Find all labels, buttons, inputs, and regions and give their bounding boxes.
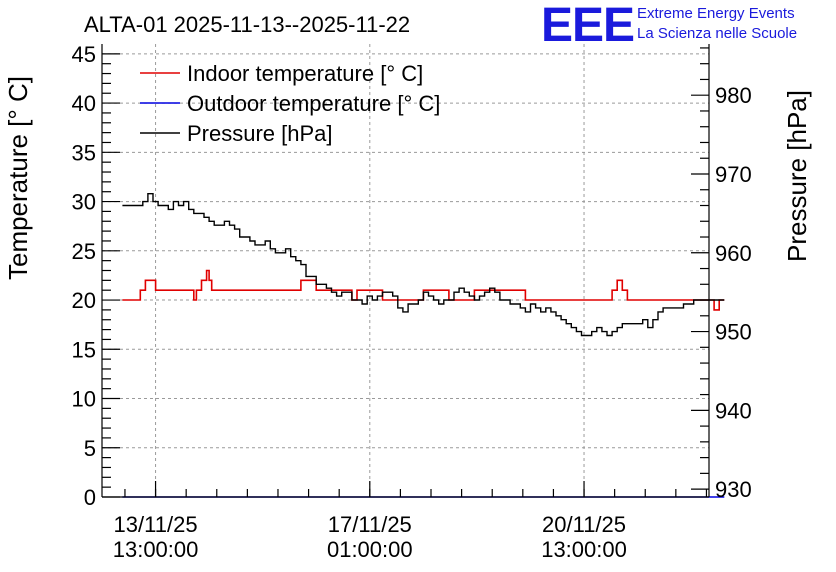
left-tick-label: 30 — [72, 190, 96, 215]
legend: Indoor temperature [° C] Outdoor temperat… — [140, 61, 440, 146]
right-tick-label: 980 — [715, 83, 752, 108]
left-tick-label: 45 — [72, 42, 96, 67]
chart-title: ALTA-01 2025-11-13--2025-11-22 — [84, 12, 410, 37]
series-layer — [122, 193, 725, 498]
right-tick-label: 970 — [715, 162, 752, 187]
left-tick-label: 25 — [72, 239, 96, 264]
left-tick-label: 5 — [84, 436, 96, 461]
left-tick-label: 15 — [72, 337, 96, 362]
left-tick-label: 35 — [72, 140, 96, 165]
left-tick-label: 20 — [72, 288, 96, 313]
x-tick-date: 20/11/25 — [542, 512, 626, 537]
right-tick-label: 950 — [715, 320, 752, 345]
x-tick-time: 13:00:00 — [541, 537, 627, 562]
left-tick-label: 40 — [72, 91, 96, 116]
x-tick-time: 13:00:00 — [113, 537, 199, 562]
eee-logo-letters: EEE — [541, 0, 634, 52]
axes: 0 5 10 15 20 25 30 35 40 45 930 940 950 960 970 980 13/1… — [72, 42, 752, 562]
legend-label: Pressure [hPa] — [187, 121, 333, 146]
right-tick-label: 930 — [715, 477, 752, 502]
right-tick-label: 940 — [715, 398, 752, 423]
series-line-pressure-hpa — [122, 193, 725, 337]
legend-label: Indoor temperature [° C] — [187, 61, 423, 86]
left-tick-label: 0 — [84, 485, 96, 510]
eee-logo-line2: La Scienza nelle Scuole — [637, 25, 797, 42]
x-tick-time: 01:00:00 — [327, 537, 413, 562]
x-tick-date: 13/11/25 — [114, 512, 198, 537]
series-line-indoor-temperature-c — [122, 269, 725, 311]
left-axis-title: Temperature [° C] — [3, 76, 33, 280]
eee-logo-line1: Extreme Energy Events — [637, 5, 795, 22]
eee-logo: EEE Extreme Energy Events La Scienza nel… — [541, 0, 797, 52]
right-tick-label: 960 — [715, 241, 752, 266]
x-tick-date: 17/11/25 — [328, 512, 412, 537]
left-tick-label: 10 — [72, 387, 96, 412]
right-axis-title: Pressure [hPa] — [782, 90, 812, 262]
legend-label: Outdoor temperature [° C] — [187, 91, 440, 116]
